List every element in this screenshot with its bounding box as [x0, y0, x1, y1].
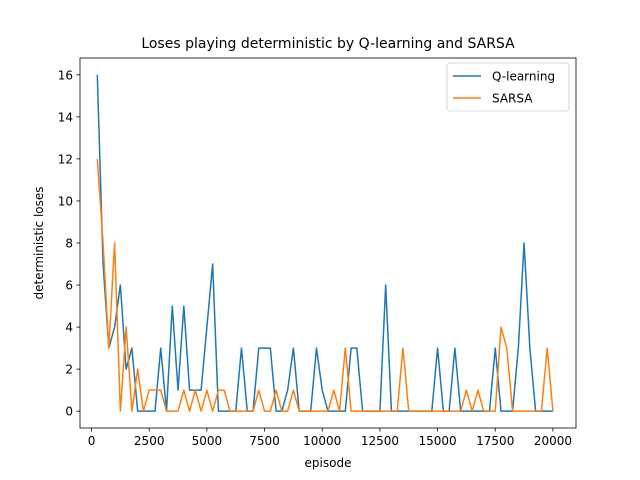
x-axis-label: episode	[305, 456, 352, 470]
x-tick-label: 12500	[361, 434, 399, 448]
series-line-1	[96, 158, 554, 412]
y-tick-label: 0	[65, 405, 73, 419]
x-axis: 0 2500 5000 7500 10000 12500 15000 17500 20000	[88, 428, 572, 448]
y-tick-label: 10	[58, 194, 73, 208]
legend-box	[446, 62, 570, 112]
y-tick-label: 12	[58, 152, 73, 166]
y-tick-label: 6	[65, 279, 73, 293]
series-line-0	[96, 74, 553, 412]
y-tick-label: 14	[58, 110, 73, 124]
y-tick-label: 2	[65, 363, 73, 377]
y-tick-label: 16	[58, 68, 73, 82]
y-axis-label: deterministic loses	[32, 186, 46, 299]
x-tick-label: 17500	[476, 434, 514, 448]
legend-label-0: Q-learning	[492, 70, 555, 84]
x-tick-label: 15000	[418, 434, 456, 448]
chart-title: Loses playing deterministic by Q-learnin…	[141, 36, 515, 52]
legend: Q-learning SARSA	[446, 62, 570, 112]
x-tick-label: 2500	[134, 434, 165, 448]
x-tick-label: 20000	[534, 434, 572, 448]
x-tick-label: 5000	[192, 434, 223, 448]
x-tick-label: 10000	[303, 434, 341, 448]
x-tick-label: 7500	[249, 434, 280, 448]
y-axis: 0 2 4 6 8 10 12 14 16	[58, 68, 80, 419]
plot-area	[80, 58, 576, 428]
legend-label-1: SARSA	[492, 92, 533, 106]
y-tick-label: 8	[65, 237, 73, 251]
series-layer	[96, 74, 554, 412]
x-tick-label: 0	[88, 434, 96, 448]
y-tick-label: 4	[65, 321, 73, 335]
